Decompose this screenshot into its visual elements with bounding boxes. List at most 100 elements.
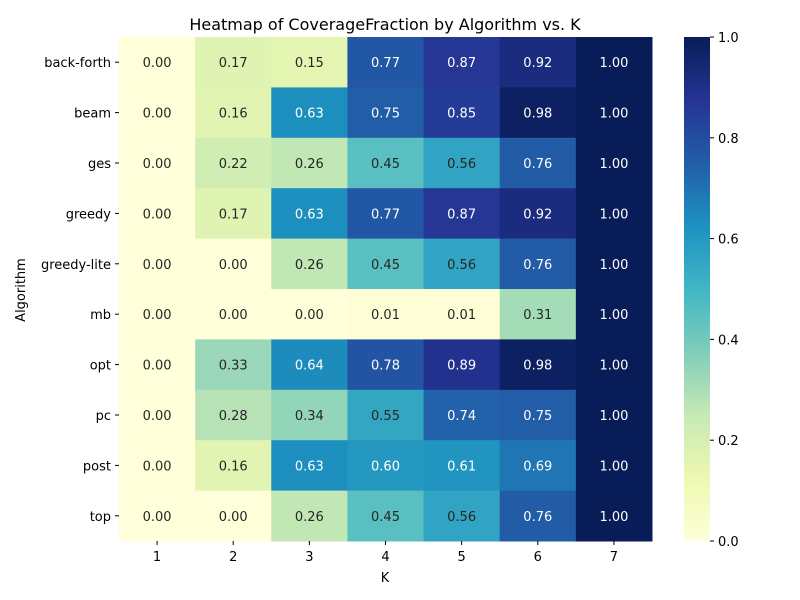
- heatmap-cell: [575, 238, 653, 290]
- colorbar-tick-label: 0.2: [718, 434, 739, 449]
- cell-value-label: 0.31: [523, 308, 552, 323]
- cell-value-label: 0.78: [371, 359, 400, 374]
- y-tick-label: top: [90, 510, 111, 525]
- heatmap-cell: [575, 389, 653, 441]
- colorbar-tick-label: 1.0: [718, 31, 739, 46]
- heatmap-cell: [195, 289, 272, 340]
- cell-value-label: 1.00: [599, 409, 628, 424]
- cell-value-label: 1.00: [599, 157, 628, 172]
- cell-value-label: 0.45: [371, 258, 400, 273]
- heatmap-cell: [575, 188, 653, 240]
- cell-value-label: 0.56: [447, 258, 476, 273]
- cell-value-label: 0.45: [371, 157, 400, 172]
- heatmap-cell: [119, 137, 196, 189]
- heatmap-cell: [195, 339, 272, 391]
- x-tick-label: 7: [610, 550, 618, 565]
- cell-value-label: 0.76: [523, 258, 552, 273]
- colorbar-ticks: 0.0 0.2 0.4 0.6 0.8 1.0: [710, 31, 739, 550]
- heatmap-cell: [423, 440, 501, 492]
- cell-value-label: 0.60: [371, 459, 400, 474]
- heatmap-cell: [423, 490, 501, 542]
- x-axis-ticks: 1 2 3 4 5 6 7: [153, 541, 618, 565]
- heatmap-cell: [119, 87, 196, 139]
- heatmap-cell: [423, 389, 501, 441]
- cell-value-label: 0.01: [371, 308, 400, 323]
- cell-value-label: 0.89: [447, 359, 476, 374]
- heatmap-cell: [119, 188, 196, 240]
- y-axis-ticks: back-forth beam ges greedy greedy-lite mb opt p…: [41, 56, 119, 525]
- cell-value-label: 1.00: [599, 207, 628, 222]
- cell-value-label: 0.77: [371, 207, 400, 222]
- cell-value-label: 0.87: [447, 56, 476, 71]
- y-tick-label: pc: [96, 409, 111, 424]
- colorbar-tick-label: 0.6: [718, 233, 739, 248]
- cell-value-label: 0.00: [143, 56, 172, 71]
- heatmap-cell: [499, 289, 577, 340]
- heatmap-cell: [347, 188, 425, 240]
- heatmap-cell: [347, 87, 425, 139]
- cell-value-label: 0.76: [523, 157, 552, 172]
- cell-value-label: 0.63: [295, 207, 324, 222]
- heatmap-cell: [271, 339, 348, 391]
- heatmap-cell: [271, 440, 348, 492]
- cell-value-label: 0.01: [447, 308, 476, 323]
- x-tick-label: 3: [305, 550, 313, 565]
- heatmap-cell: [119, 490, 196, 542]
- cell-value-label: 0.33: [219, 359, 248, 374]
- heatmap-cell: [271, 490, 348, 542]
- cell-value-label: 0.76: [523, 510, 552, 525]
- heatmap-cell: [347, 137, 425, 189]
- cell-value-label: 0.00: [143, 510, 172, 525]
- y-tick-label: opt: [90, 359, 111, 374]
- cell-value-label: 0.55: [371, 409, 400, 424]
- cell-value-label: 0.98: [523, 359, 552, 374]
- heatmap-cell: [423, 238, 501, 290]
- cell-value-label: 0.26: [295, 510, 324, 525]
- cell-value-label: 0.00: [143, 157, 172, 172]
- cell-value-label: 0.63: [295, 107, 324, 122]
- cell-value-label: 0.75: [523, 409, 552, 424]
- y-tick-label: post: [83, 459, 111, 474]
- heatmap-cell: [347, 490, 425, 542]
- y-tick-label: greedy-lite: [41, 258, 111, 273]
- cell-value-label: 0.77: [371, 56, 400, 71]
- x-tick-label: 1: [153, 550, 161, 565]
- cell-value-label: 0.16: [219, 459, 248, 474]
- heatmap-cell: [347, 389, 425, 441]
- heatmap-cell: [271, 238, 348, 290]
- heatmap-cell: [499, 440, 577, 492]
- heatmap-cell: [575, 339, 653, 391]
- heatmap-cell: [195, 87, 272, 139]
- cell-value-label: 0.00: [143, 207, 172, 222]
- cell-value-label: 1.00: [599, 459, 628, 474]
- heatmap-cell: [195, 238, 272, 290]
- cell-value-label: 0.17: [219, 207, 248, 222]
- heatmap-cell: [423, 339, 501, 391]
- cell-value-label: 0.00: [143, 258, 172, 273]
- cell-value-label: 0.64: [295, 359, 324, 374]
- cell-value-label: 0.26: [295, 258, 324, 273]
- heatmap-cell: [423, 137, 501, 189]
- heatmap-cell: [119, 440, 196, 492]
- heatmap-cell: [499, 389, 577, 441]
- chart-title: Heatmap of CoverageFraction by Algorithm…: [189, 15, 581, 34]
- colorbar-tick-label: 0.8: [718, 132, 739, 147]
- cell-value-label: 1.00: [599, 56, 628, 71]
- cell-value-label: 0.15: [295, 56, 324, 71]
- heatmap-cell: [575, 37, 653, 88]
- heatmap-cell: [347, 37, 425, 88]
- heatmap-cell: [271, 37, 348, 88]
- heatmap-cell: [499, 37, 577, 88]
- heatmap-cell: [271, 188, 348, 240]
- y-tick-label: back-forth: [44, 56, 111, 71]
- heatmap-cell: [347, 289, 425, 340]
- heatmap-cell: [423, 87, 501, 139]
- heatmap-cell: [575, 87, 653, 139]
- heatmap-cell: [575, 490, 653, 542]
- x-tick-label: 2: [229, 550, 237, 565]
- cell-value-label: 0.92: [523, 56, 552, 71]
- cell-value-label: 0.00: [143, 308, 172, 323]
- heatmap-cell: [499, 339, 577, 391]
- heatmap-cell: [423, 188, 501, 240]
- cell-value-label: 1.00: [599, 308, 628, 323]
